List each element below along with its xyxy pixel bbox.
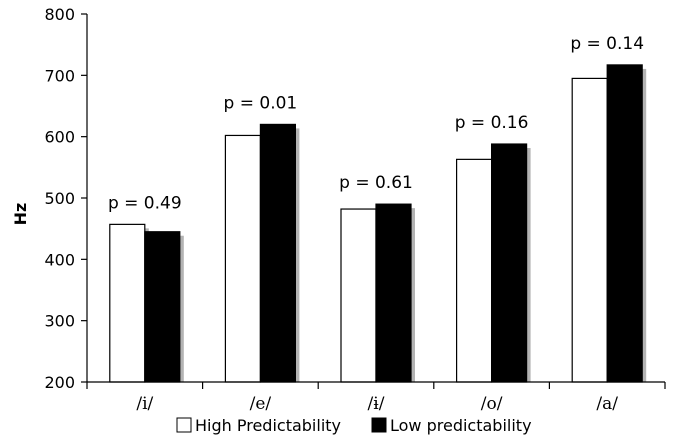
bar-low-predictability <box>375 203 412 383</box>
bar-high-predictability <box>340 208 377 383</box>
bar-low-predictability <box>259 123 296 383</box>
x-tick-label: /a/ <box>596 394 618 414</box>
legend-label-high: High Predictability <box>195 416 341 435</box>
bar-low-predictability <box>606 64 643 383</box>
y-tick-label: 300 <box>44 312 75 331</box>
y-tick-label: 200 <box>44 373 75 392</box>
bar-high-predictability <box>456 158 493 383</box>
legend-swatch-high <box>176 417 192 433</box>
y-tick-label: 400 <box>44 250 75 269</box>
legend-label-low: Low predictability <box>390 416 532 435</box>
x-axis: /i/ /e/ /ɨ/ /o/ /a/ <box>86 381 666 414</box>
y-axis: 200 300 400 500 600 700 800 <box>44 5 88 392</box>
bar-high-predictability <box>109 223 146 383</box>
legend: High Predictability Low predictability <box>176 416 532 435</box>
p-value-label: p = 0.61 <box>339 173 413 193</box>
y-axis-label: Hz <box>11 203 30 226</box>
y-tick-label: 800 <box>44 5 75 24</box>
bar-low-predictability <box>491 143 528 383</box>
bar-high-predictability <box>224 134 261 383</box>
p-value-label: p = 0.14 <box>570 34 644 54</box>
x-tick-label: /e/ <box>250 394 272 414</box>
bars <box>109 64 647 383</box>
x-tick-label: /o/ <box>481 394 503 414</box>
bar-low-predictability <box>144 231 181 383</box>
legend-swatch-low <box>371 417 387 433</box>
y-tick-label: 700 <box>44 66 75 85</box>
p-value-label: p = 0.01 <box>224 93 298 113</box>
y-tick-label: 600 <box>44 128 75 147</box>
x-tick-label: /i/ <box>136 394 153 414</box>
x-tick-label: /ɨ/ <box>368 394 385 414</box>
p-value-annotations: p = 0.49 p = 0.01 p = 0.61 p = 0.16 p = 0.14 <box>108 34 644 213</box>
y-tick-label: 500 <box>44 189 75 208</box>
p-value-label: p = 0.49 <box>108 193 182 213</box>
bar-high-predictability <box>571 77 608 383</box>
p-value-label: p = 0.16 <box>455 113 529 133</box>
